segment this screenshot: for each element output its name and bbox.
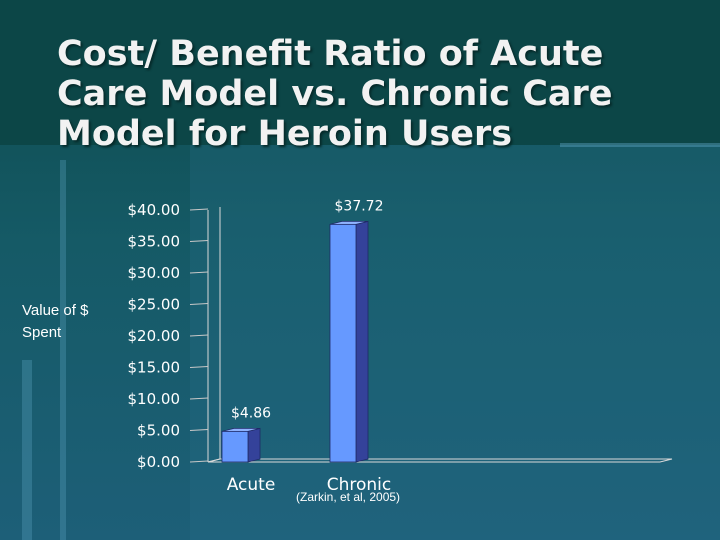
- y-axis-line: [207, 207, 221, 463]
- x-axis-floor: [207, 458, 673, 463]
- y-axis-label: Value of $ Spent: [22, 302, 89, 341]
- y-tick-label: $15.00: [128, 359, 181, 377]
- slide-title: Cost/ Benefit Ratio of Acute Care Model …: [57, 34, 613, 154]
- y-tick-mark: [189, 208, 209, 211]
- y-tick-label: $40.00: [128, 201, 181, 219]
- y-tick-mark: [189, 303, 209, 305]
- y-tick-mark: [189, 460, 209, 463]
- y-tick-label: $10.00: [128, 390, 181, 408]
- y-tick-mark: [189, 240, 209, 242]
- y-tick-mark: [189, 271, 209, 274]
- y-tick-label: $5.00: [137, 422, 180, 440]
- bar: [329, 223, 357, 463]
- y-tick-mark: [189, 397, 209, 400]
- bar: [221, 430, 249, 463]
- y-tick-label: $0.00: [137, 453, 180, 471]
- y-tick-label: $25.00: [128, 296, 181, 314]
- x-category-label: Chronic: [327, 475, 392, 495]
- y-tick-mark: [189, 334, 209, 337]
- bar-side: [247, 427, 261, 463]
- x-category-label: Acute: [227, 475, 276, 495]
- y-tick-mark: [189, 366, 209, 368]
- y-tick-label: $35.00: [128, 233, 181, 251]
- data-label: $4.86: [231, 405, 271, 421]
- source-citation: (Zarkin, et al, 2005): [296, 490, 401, 504]
- y-tick-label: $30.00: [128, 264, 181, 282]
- y-tick-label: $20.00: [128, 327, 181, 345]
- data-label: $37.72: [335, 198, 384, 214]
- bar-side: [355, 220, 369, 463]
- y-tick-mark: [189, 429, 209, 431]
